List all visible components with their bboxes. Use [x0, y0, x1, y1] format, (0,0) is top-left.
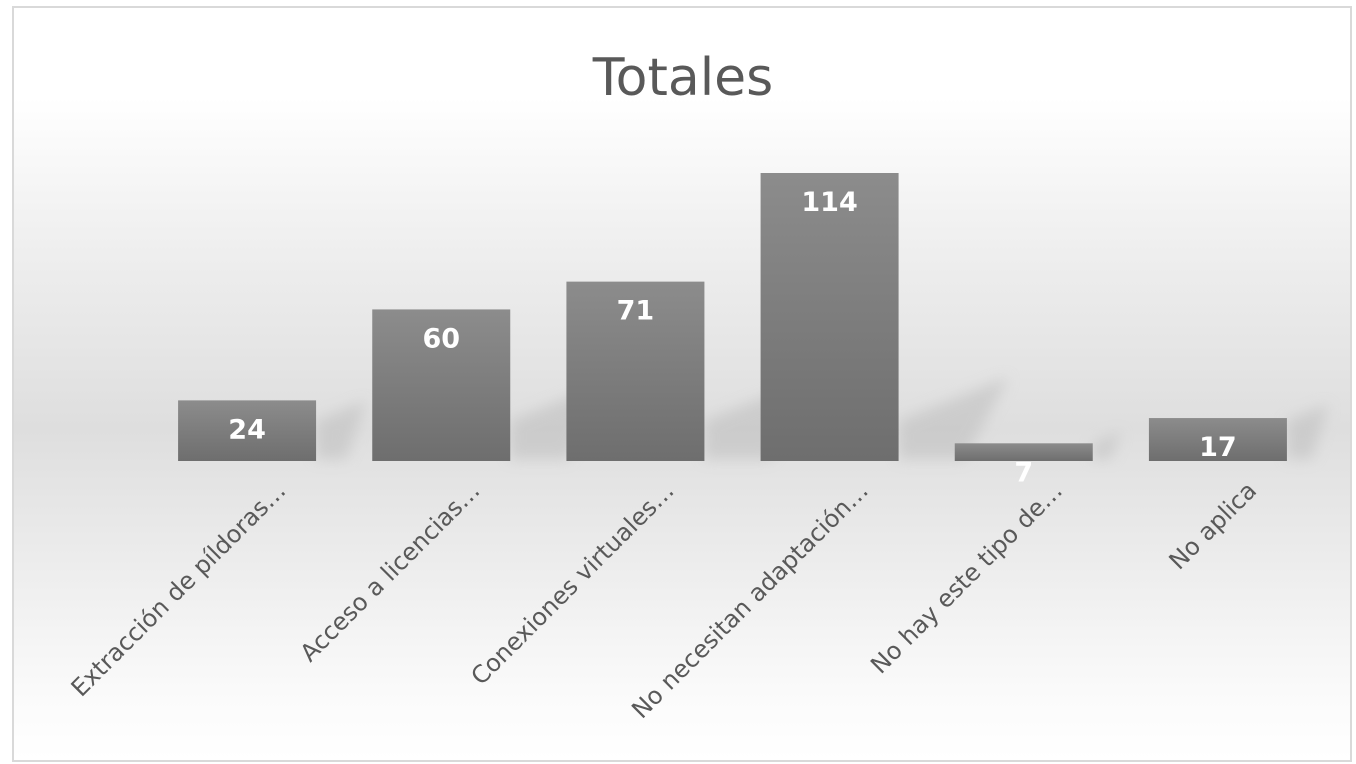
bar-2	[372, 309, 511, 461]
bars	[178, 173, 1287, 461]
bar-3	[566, 281, 705, 461]
bar-4	[760, 173, 899, 461]
category-label-4: No necesitan adaptación…	[626, 476, 874, 724]
category-label-1: Extracción de píldoras…	[66, 476, 292, 702]
category-label-6: No aplica	[1164, 476, 1263, 575]
category-label-3: Conexiones virtuales…	[466, 476, 680, 690]
bar-1	[178, 400, 317, 461]
chart-title: Totales	[592, 48, 774, 108]
data-label-4: 114	[801, 187, 857, 218]
category-label-5: No hay este tipo de…	[865, 476, 1068, 679]
bar-6	[1148, 418, 1287, 461]
bar-shadow-1	[316, 400, 367, 459]
data-label-2: 60	[422, 323, 460, 354]
bar-shadow-5	[1092, 431, 1122, 459]
data-label-6: 17	[1199, 432, 1237, 463]
bar-5	[954, 443, 1093, 461]
data-label-1: 24	[228, 414, 266, 445]
data-label-3: 71	[617, 296, 655, 327]
bar-shadow-4	[898, 377, 1009, 459]
category-label-2: Acceso a licencias…	[295, 476, 486, 667]
category-labels: Extracción de píldoras… Acceso a licencia…	[66, 476, 1262, 724]
data-label-5: 7	[1014, 457, 1033, 488]
bar-shadow-6	[1286, 404, 1329, 459]
data-labels: 24 60 71 114 7 17	[228, 187, 1236, 488]
